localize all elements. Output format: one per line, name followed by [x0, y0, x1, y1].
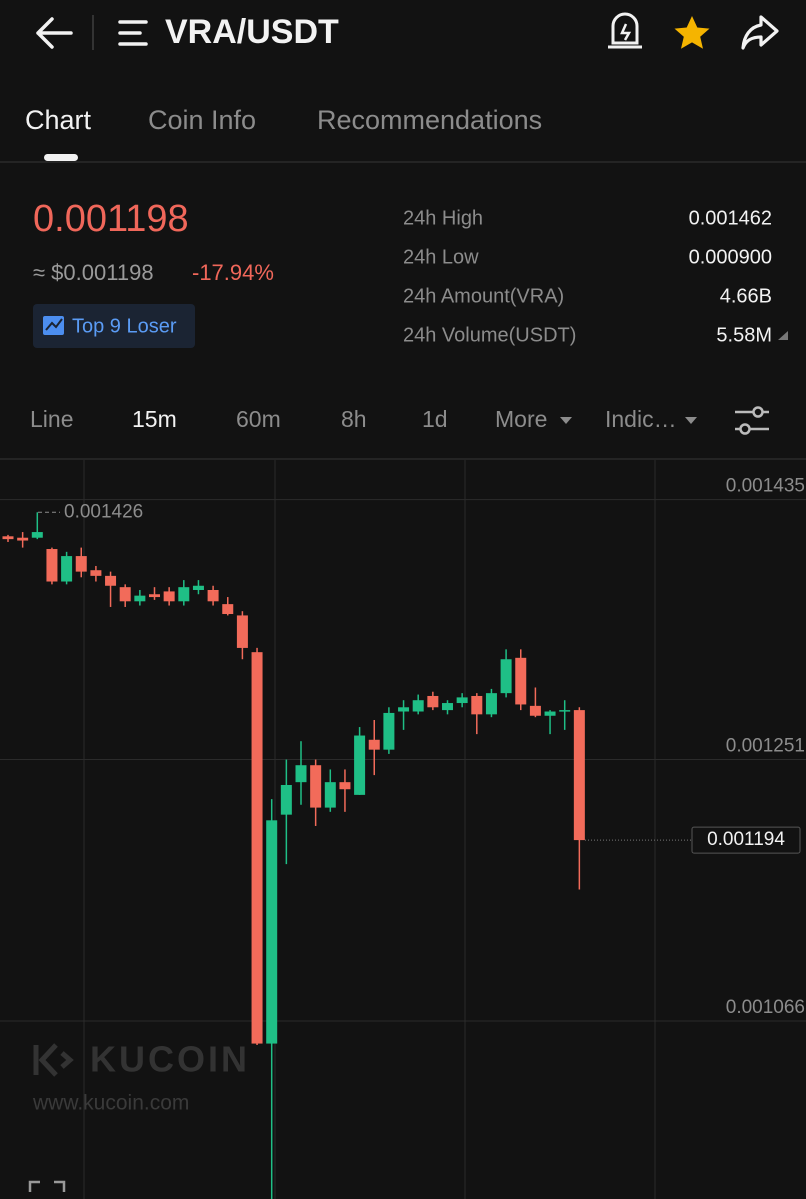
candle-body: [280, 784, 292, 815]
candle-body: [2, 536, 14, 540]
watermark-url: www.kucoin.com: [32, 1092, 189, 1115]
candle-body: [222, 604, 234, 615]
last-price-box: [691, 826, 801, 854]
candle-body: [339, 782, 351, 790]
candle-body: [456, 697, 468, 704]
candle-body: [251, 652, 263, 1044]
watermark-logo: [33, 1043, 74, 1077]
stat-label: 24h Amount(VRA): [403, 285, 564, 307]
pair-title: VRA/USDT: [165, 13, 339, 51]
stat-label: 24h High: [403, 207, 483, 229]
interval-tab[interactable]: More: [495, 406, 547, 432]
share-button[interactable]: [741, 15, 779, 50]
candle-body: [354, 735, 366, 795]
candle-body: [544, 711, 556, 716]
watermark-brand: KUCOIN: [90, 1039, 250, 1080]
candle-body: [471, 695, 483, 715]
candle-body: [17, 537, 29, 541]
candle-body: [383, 712, 395, 750]
tab[interactable]: Chart: [25, 105, 92, 135]
volume-toggle[interactable]: [778, 331, 788, 340]
tab-indicator: [44, 154, 78, 161]
candle-body: [324, 782, 336, 808]
candle-body: [266, 820, 278, 1044]
badge-icon: [43, 316, 64, 335]
candle-body: [398, 707, 410, 712]
candle-body: [427, 695, 439, 708]
candle-body: [46, 549, 58, 582]
candle-body: [75, 556, 87, 572]
tab[interactable]: Coin Info: [148, 105, 256, 135]
more-caret: [560, 417, 572, 424]
candle-body: [515, 657, 527, 705]
back-button[interactable]: [36, 17, 73, 49]
fullscreen-button[interactable]: [28, 1180, 66, 1192]
candle-body: [134, 595, 146, 602]
candle-body: [368, 739, 380, 750]
candle-body: [529, 705, 541, 716]
interval-tab[interactable]: 60m: [236, 406, 281, 432]
interval-tab[interactable]: 15m: [132, 406, 177, 432]
interval-tab[interactable]: 8h: [341, 406, 367, 432]
stat-value: 4.66B: [720, 285, 772, 307]
y-tick-label: 0.001435: [726, 476, 805, 497]
candle-body: [573, 710, 585, 841]
last-price: 0.001198: [33, 198, 189, 240]
favorite-button[interactable]: [674, 16, 710, 49]
last-price-label: 0.001194: [707, 829, 785, 850]
candle-body: [119, 587, 131, 602]
candle-body: [310, 765, 322, 808]
interval-tab[interactable]: Line: [30, 406, 73, 432]
candle-body: [192, 585, 204, 590]
candle-body: [412, 700, 424, 712]
menu-button[interactable]: [118, 20, 148, 46]
y-tick-label: 0.001251: [726, 736, 805, 757]
interval-tab[interactable]: 1d: [422, 406, 448, 432]
stat-label: 24h Low: [403, 246, 479, 268]
stat-value: 5.58M: [716, 324, 772, 346]
stat-label: 24h Volume(USDT): [403, 324, 576, 346]
candle-body: [61, 556, 73, 582]
candle-body: [178, 587, 190, 602]
candle-body: [105, 575, 117, 586]
usd-price: ≈ $0.001198: [33, 260, 154, 285]
candle-body: [149, 594, 160, 598]
candle-body: [442, 703, 453, 711]
candle-body: [485, 693, 497, 715]
price-change: -17.94%: [192, 260, 274, 285]
stat-value: 0.001462: [689, 207, 772, 229]
candle-body: [163, 591, 175, 602]
indicator-caret: [685, 417, 697, 424]
candle-body: [90, 570, 102, 576]
high-marker-label: 0.001426: [64, 501, 143, 522]
candle-body: [207, 589, 219, 602]
settings-button[interactable]: [735, 406, 769, 435]
candle-body: [31, 532, 43, 538]
candle-body: [559, 710, 571, 712]
alert-button[interactable]: [608, 12, 642, 49]
interval-tab[interactable]: Indic…: [605, 406, 677, 432]
badge-text: Top 9 Loser: [72, 315, 177, 337]
candle-body: [295, 765, 307, 783]
loser-badge[interactable]: [33, 304, 195, 348]
stat-value: 0.000900: [689, 246, 772, 268]
candle-body: [236, 615, 248, 648]
y-tick-label: 0.001066: [726, 997, 805, 1018]
candle-body: [500, 659, 512, 694]
tab[interactable]: Recommendations: [317, 105, 542, 135]
